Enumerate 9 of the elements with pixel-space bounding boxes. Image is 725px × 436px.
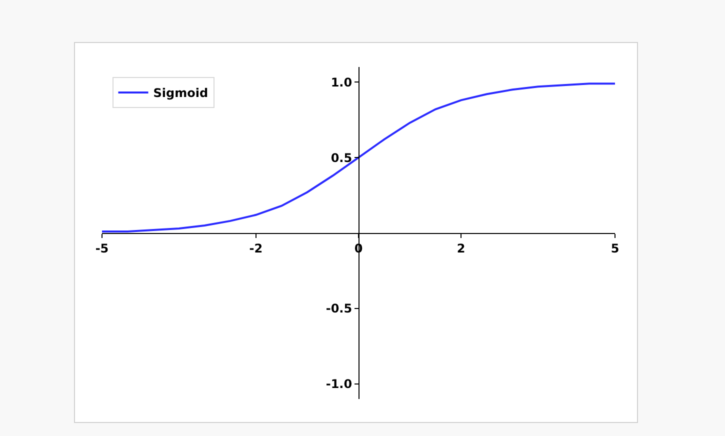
x-tick-label: -5 xyxy=(95,241,109,256)
x-tick-label: 5 xyxy=(610,241,620,256)
x-tick-label: 2 xyxy=(456,241,466,256)
y-tick-label: 1.0 xyxy=(330,75,352,90)
legend-label: Sigmoid xyxy=(153,86,208,100)
y-tick-label: -1.0 xyxy=(326,377,352,392)
x-tick-label: -2 xyxy=(249,241,263,256)
y-tick-label: -0.5 xyxy=(326,302,352,316)
y-tick-label: 0.5 xyxy=(330,150,352,165)
